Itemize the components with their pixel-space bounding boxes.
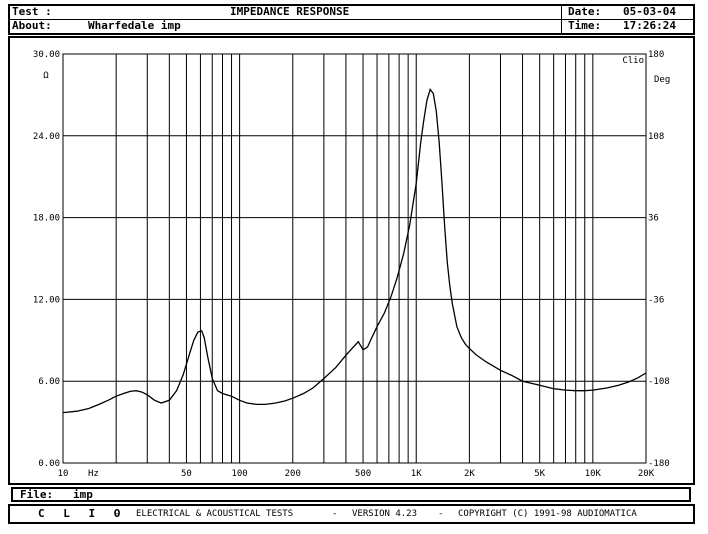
x-tick-label: 200 bbox=[285, 469, 301, 479]
time-label: Time: bbox=[568, 19, 602, 32]
x-tick-label: 1K bbox=[411, 469, 422, 479]
y2-tick-label: -180 bbox=[648, 459, 670, 469]
x-tick-label: 500 bbox=[355, 469, 371, 479]
y-axis-label: Ω bbox=[43, 71, 49, 81]
file-panel: File: imp bbox=[11, 487, 691, 502]
x-tick-label: 100 bbox=[231, 469, 247, 479]
grid bbox=[63, 54, 646, 463]
test-label: Test : bbox=[12, 5, 52, 18]
y2-tick-label: 180 bbox=[648, 50, 664, 60]
footer-brand: C L I O bbox=[38, 507, 127, 520]
y2-tick-label: 36 bbox=[648, 214, 659, 224]
plot-frame bbox=[8, 36, 695, 485]
plot-border bbox=[62, 53, 647, 464]
y2-tick-label: -36 bbox=[648, 295, 664, 305]
footer-description: ELECTRICAL & ACOUSTICAL TESTS bbox=[136, 509, 294, 519]
y-tick-label: 6.00 bbox=[38, 377, 60, 387]
footer-separator: - bbox=[114, 509, 120, 519]
y-tick-label: 0.00 bbox=[38, 459, 60, 469]
x-tick-label: 50 bbox=[181, 469, 192, 479]
x-tick-label: 10K bbox=[585, 469, 602, 479]
x-axis-label: Hz bbox=[88, 469, 99, 479]
y2-tick-label: 108 bbox=[648, 132, 664, 142]
x-tick-label: 10 bbox=[58, 469, 69, 479]
y2-tick-label: -108 bbox=[648, 377, 670, 387]
date-label: Date: bbox=[568, 5, 602, 18]
y-tick-label: 30.00 bbox=[33, 50, 60, 60]
y2-axis-label: Deg bbox=[654, 75, 670, 85]
about-label: About: bbox=[12, 19, 52, 32]
footer-version: VERSION 4.23 bbox=[352, 509, 418, 519]
date-value: 05-03-04 bbox=[623, 5, 676, 18]
header-divider bbox=[10, 19, 693, 20]
header-panel: Test : IMPEDANCE RESPONSE Date: 05-03-04… bbox=[8, 4, 695, 35]
time-value: 17:26:24 bbox=[623, 19, 676, 32]
file-label: File: bbox=[20, 488, 54, 501]
impedance-curve bbox=[62, 87, 647, 414]
footer-separator: - bbox=[438, 509, 444, 519]
footer-copyright: COPYRIGHT (C) 1991-98 AUDIOMATICA bbox=[458, 509, 637, 519]
x-tick-label: 2K bbox=[464, 469, 475, 479]
about-value: Wharfedale imp bbox=[88, 19, 181, 32]
x-tick-label: 20K bbox=[638, 469, 655, 479]
file-value: imp bbox=[73, 488, 93, 501]
chart-title: IMPEDANCE RESPONSE bbox=[230, 5, 350, 18]
watermark: Clio bbox=[622, 56, 644, 66]
y-tick-label: 24.00 bbox=[33, 132, 60, 142]
footer-separator: - bbox=[332, 509, 338, 519]
header-separator bbox=[561, 6, 562, 33]
y-tick-label: 18.00 bbox=[33, 214, 60, 224]
footer-bar: C L I O - ELECTRICAL & ACOUSTICAL TESTS … bbox=[8, 504, 695, 524]
x-tick-label: 5K bbox=[534, 469, 545, 479]
axis-labels: 0.00 6.00 12.00 18.00 24.00 30.00 -180 -108 -36 3… bbox=[33, 50, 670, 479]
y-tick-label: 12.00 bbox=[33, 295, 60, 305]
